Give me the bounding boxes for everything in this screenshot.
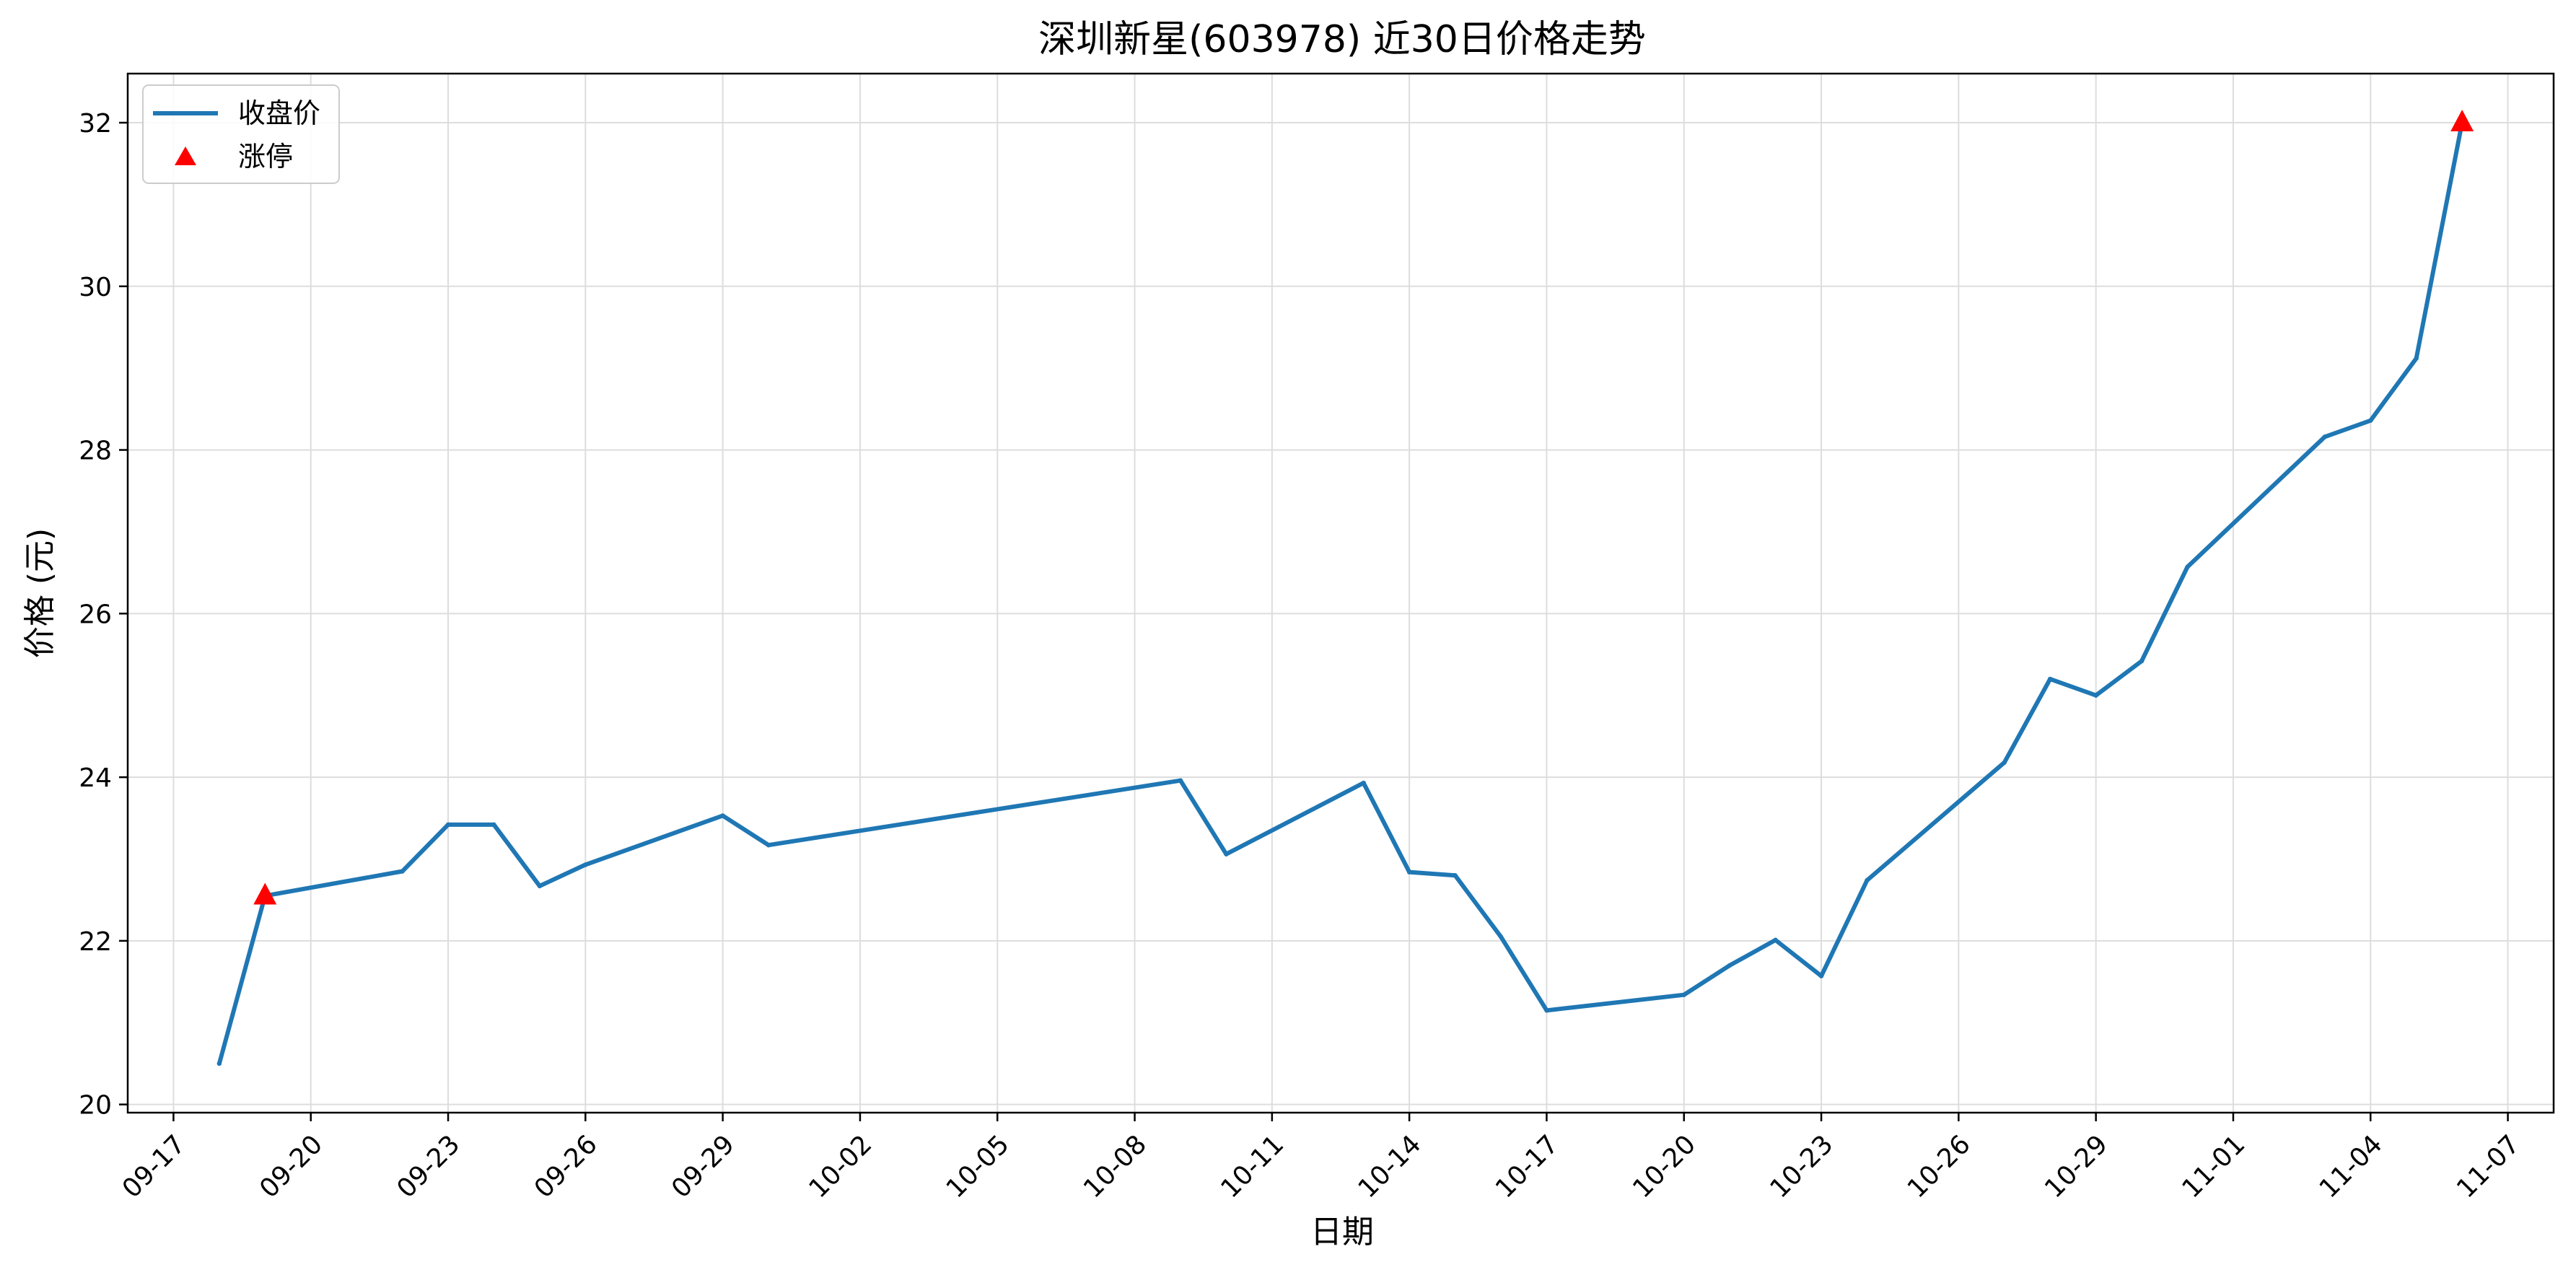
close-price-point xyxy=(2414,356,2419,361)
close-price-point xyxy=(1681,992,1686,997)
close-price-point xyxy=(216,1061,222,1066)
close-price-point xyxy=(491,822,496,828)
close-price-point xyxy=(1361,780,1366,786)
legend-close-price-label: 收盘价 xyxy=(238,97,320,129)
close-price-point xyxy=(2185,564,2190,569)
legend-limit-up-label: 涨停 xyxy=(238,141,293,172)
y-axis-title: 价格 (元) xyxy=(22,528,58,658)
y-tick-label: 30 xyxy=(79,273,112,302)
close-price-point xyxy=(1453,872,1458,878)
y-tick-label: 26 xyxy=(79,600,112,629)
close-price-point xyxy=(583,862,588,867)
y-tick-label: 28 xyxy=(79,437,112,466)
close-price-point xyxy=(2048,676,2053,682)
close-price-point xyxy=(1498,934,1504,939)
close-price-point xyxy=(1406,869,1412,875)
close-price-point xyxy=(2139,658,2145,664)
close-price-point xyxy=(1178,778,1183,783)
close-price-point xyxy=(720,813,725,818)
close-price-point xyxy=(2368,418,2373,423)
close-price-point xyxy=(1224,851,1229,856)
plot-frame xyxy=(126,72,2555,1114)
close-price-point xyxy=(1773,937,1778,942)
y-tick-label: 32 xyxy=(79,109,112,139)
plot-series xyxy=(216,110,2474,1066)
legend: 收盘价 涨停 xyxy=(142,84,340,184)
close-price-line xyxy=(216,121,2465,1066)
close-price-point xyxy=(1818,973,1824,978)
grid-lines xyxy=(128,74,2554,1113)
legend-limit-up-swatch xyxy=(175,146,196,165)
close-price-point xyxy=(1727,963,1732,968)
close-price-point xyxy=(2322,434,2328,439)
chart-title: 深圳新星(603978) 近30日价格走势 xyxy=(1038,18,1646,61)
close-price-point xyxy=(445,822,451,828)
limit-up-marker xyxy=(2450,110,2474,132)
close-price-point xyxy=(1865,877,1870,883)
y-tick-label: 24 xyxy=(79,763,112,793)
close-price-point xyxy=(537,883,543,889)
y-tick-label: 22 xyxy=(79,927,112,957)
close-price-point xyxy=(2002,760,2007,765)
close-price-point xyxy=(400,869,405,874)
x-axis-title: 日期 xyxy=(1310,1214,1374,1250)
y-tick-label: 20 xyxy=(79,1091,112,1121)
close-price-point xyxy=(2093,693,2098,698)
close-price-point xyxy=(766,843,771,848)
limit-up-marker xyxy=(253,882,277,905)
close-price-point xyxy=(1544,1008,1549,1013)
